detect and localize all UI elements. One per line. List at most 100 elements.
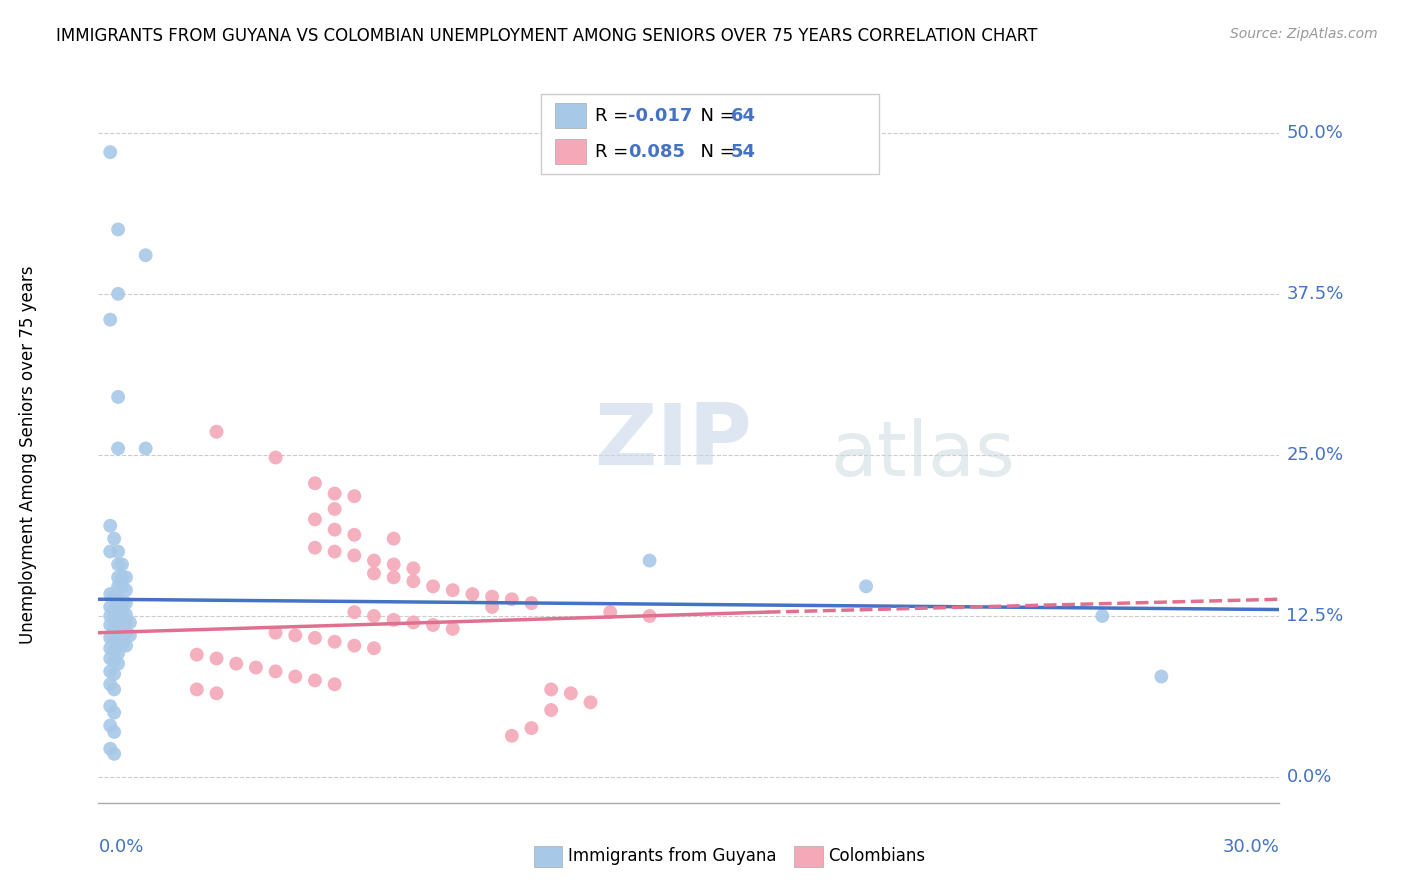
Point	[638, 609, 661, 624]
Point	[343, 639, 366, 653]
Text: 0.0%: 0.0%	[1286, 768, 1331, 786]
Point	[264, 450, 287, 465]
Point	[186, 682, 208, 697]
Point	[402, 561, 425, 575]
Point	[98, 518, 121, 533]
Point	[103, 747, 125, 761]
Point	[118, 628, 141, 642]
Point	[107, 286, 129, 301]
Text: Immigrants from Guyana: Immigrants from Guyana	[568, 847, 776, 865]
Point	[461, 587, 484, 601]
Point	[115, 639, 138, 653]
Point	[382, 613, 405, 627]
Point	[115, 583, 138, 598]
Point	[103, 633, 125, 648]
Point	[115, 625, 138, 640]
Point	[107, 544, 129, 558]
Text: atlas: atlas	[831, 418, 1015, 491]
Text: 0.0%: 0.0%	[98, 838, 143, 856]
Point	[540, 682, 562, 697]
Point	[107, 570, 129, 584]
Text: 25.0%: 25.0%	[1286, 446, 1344, 464]
Point	[245, 660, 267, 674]
Point	[98, 609, 121, 624]
Point	[540, 703, 562, 717]
Point	[115, 570, 138, 584]
Point	[98, 599, 121, 614]
Point	[107, 657, 129, 671]
Point	[579, 695, 602, 709]
Point	[323, 523, 346, 537]
Point	[422, 618, 444, 632]
Point	[382, 558, 405, 572]
Point	[111, 615, 134, 630]
Point	[118, 615, 141, 630]
Point	[323, 486, 346, 500]
Text: R =: R =	[595, 143, 634, 161]
Point	[560, 686, 582, 700]
Point	[225, 657, 247, 671]
Point	[304, 541, 326, 555]
Point	[111, 558, 134, 572]
Point	[205, 651, 228, 665]
Point	[115, 596, 138, 610]
Point	[98, 312, 121, 326]
Point	[103, 682, 125, 697]
Point	[111, 596, 134, 610]
Point	[304, 476, 326, 491]
Point	[304, 512, 326, 526]
Point	[115, 615, 138, 630]
Point	[107, 390, 129, 404]
Text: Source: ZipAtlas.com: Source: ZipAtlas.com	[1230, 27, 1378, 41]
Point	[284, 628, 307, 642]
Point	[186, 648, 208, 662]
Point	[363, 609, 385, 624]
Point	[107, 592, 129, 607]
Point	[98, 631, 121, 645]
Point	[98, 665, 121, 679]
Point	[111, 605, 134, 619]
Point	[402, 615, 425, 630]
Point	[481, 590, 503, 604]
Text: ZIP: ZIP	[595, 400, 752, 483]
Point	[107, 613, 129, 627]
Point	[501, 729, 523, 743]
Point	[382, 532, 405, 546]
Point	[98, 718, 121, 732]
Point	[1150, 669, 1173, 683]
Point	[107, 222, 129, 236]
Point	[323, 544, 346, 558]
Point	[98, 587, 121, 601]
Point	[103, 644, 125, 658]
Point	[98, 677, 121, 691]
Point	[205, 425, 228, 439]
Text: Unemployment Among Seniors over 75 years: Unemployment Among Seniors over 75 years	[20, 266, 37, 644]
Point	[520, 596, 543, 610]
Point	[98, 618, 121, 632]
Point	[343, 528, 366, 542]
Point	[98, 651, 121, 665]
Point	[107, 634, 129, 648]
Point	[481, 599, 503, 614]
Point	[103, 602, 125, 616]
Point	[363, 641, 385, 656]
Text: 54: 54	[731, 143, 756, 161]
Point	[382, 570, 405, 584]
Point	[284, 669, 307, 683]
Text: Colombians: Colombians	[828, 847, 925, 865]
Point	[402, 574, 425, 589]
Text: -0.017: -0.017	[628, 107, 693, 125]
Text: 64: 64	[731, 107, 756, 125]
Point	[422, 579, 444, 593]
Point	[343, 605, 366, 619]
Point	[107, 442, 129, 456]
Point	[323, 502, 346, 516]
Point	[103, 590, 125, 604]
Point	[107, 579, 129, 593]
Point	[638, 553, 661, 567]
Point	[205, 686, 228, 700]
Point	[103, 667, 125, 681]
Point	[98, 699, 121, 714]
Point	[98, 641, 121, 656]
Point	[107, 622, 129, 636]
